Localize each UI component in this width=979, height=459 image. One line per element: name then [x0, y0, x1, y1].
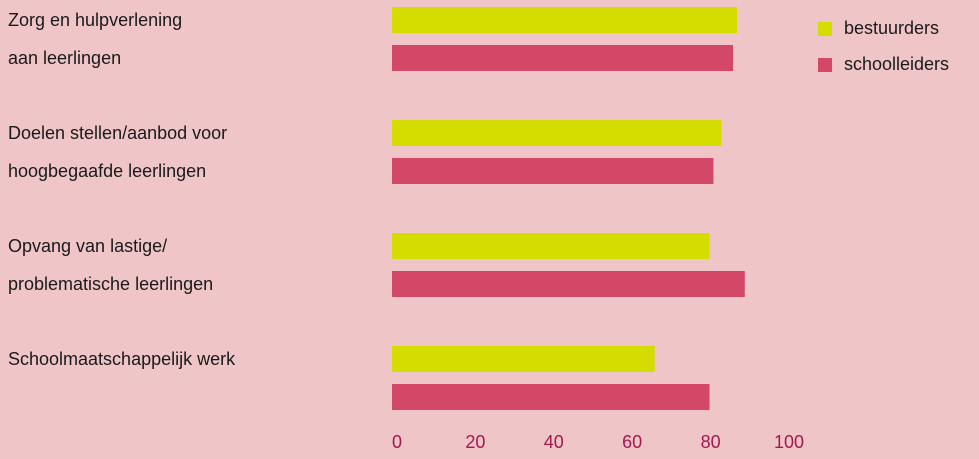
bar-schoolleiders — [392, 45, 734, 71]
bar-bestuurders — [392, 233, 710, 259]
category-label-line: problematische leerlingen — [8, 274, 214, 294]
category-label-line: Schoolmaatschappelijk werk — [8, 349, 236, 369]
category-label: Doelen stellen/aanbod voor hoogbegaafde l… — [8, 114, 368, 190]
bar-bestuurders — [392, 7, 737, 33]
category-label-line: Zorg en hulpverlening — [8, 10, 183, 30]
x-tick-label: 100 — [774, 432, 804, 452]
category-label-line: Opvang van lastige/ — [8, 236, 168, 256]
x-tick-label: 60 — [622, 432, 642, 452]
category-label-line: aan leerlingen — [8, 48, 122, 68]
bar-bestuurders — [392, 120, 722, 146]
legend-swatch-bestuurders — [818, 22, 832, 36]
bar-schoolleiders — [392, 158, 714, 184]
category-label: Zorg en hulpverlening aan leerlingen — [8, 1, 368, 77]
x-tick-label: 40 — [544, 432, 564, 452]
bar-schoolleiders — [392, 384, 710, 410]
bar-schoolleiders — [392, 271, 745, 297]
x-tick-label: 20 — [465, 432, 485, 452]
legend-label-bestuurders: bestuurders — [844, 18, 939, 38]
x-tick-label: 80 — [701, 432, 721, 452]
category-label: Opvang van lastige/problematische leerli… — [8, 227, 368, 303]
bar-bestuurders — [392, 346, 655, 372]
x-tick-label: 0 — [392, 432, 402, 452]
category-label: Schoolmaatschappelijk werk — [8, 340, 368, 378]
category-label-line: hoogbegaafde leerlingen — [8, 161, 207, 181]
category-label-line: Doelen stellen/aanbod voor — [8, 123, 228, 143]
legend-label-schoolleiders: schoolleiders — [844, 54, 949, 74]
legend-swatch-schoolleiders — [818, 58, 832, 72]
